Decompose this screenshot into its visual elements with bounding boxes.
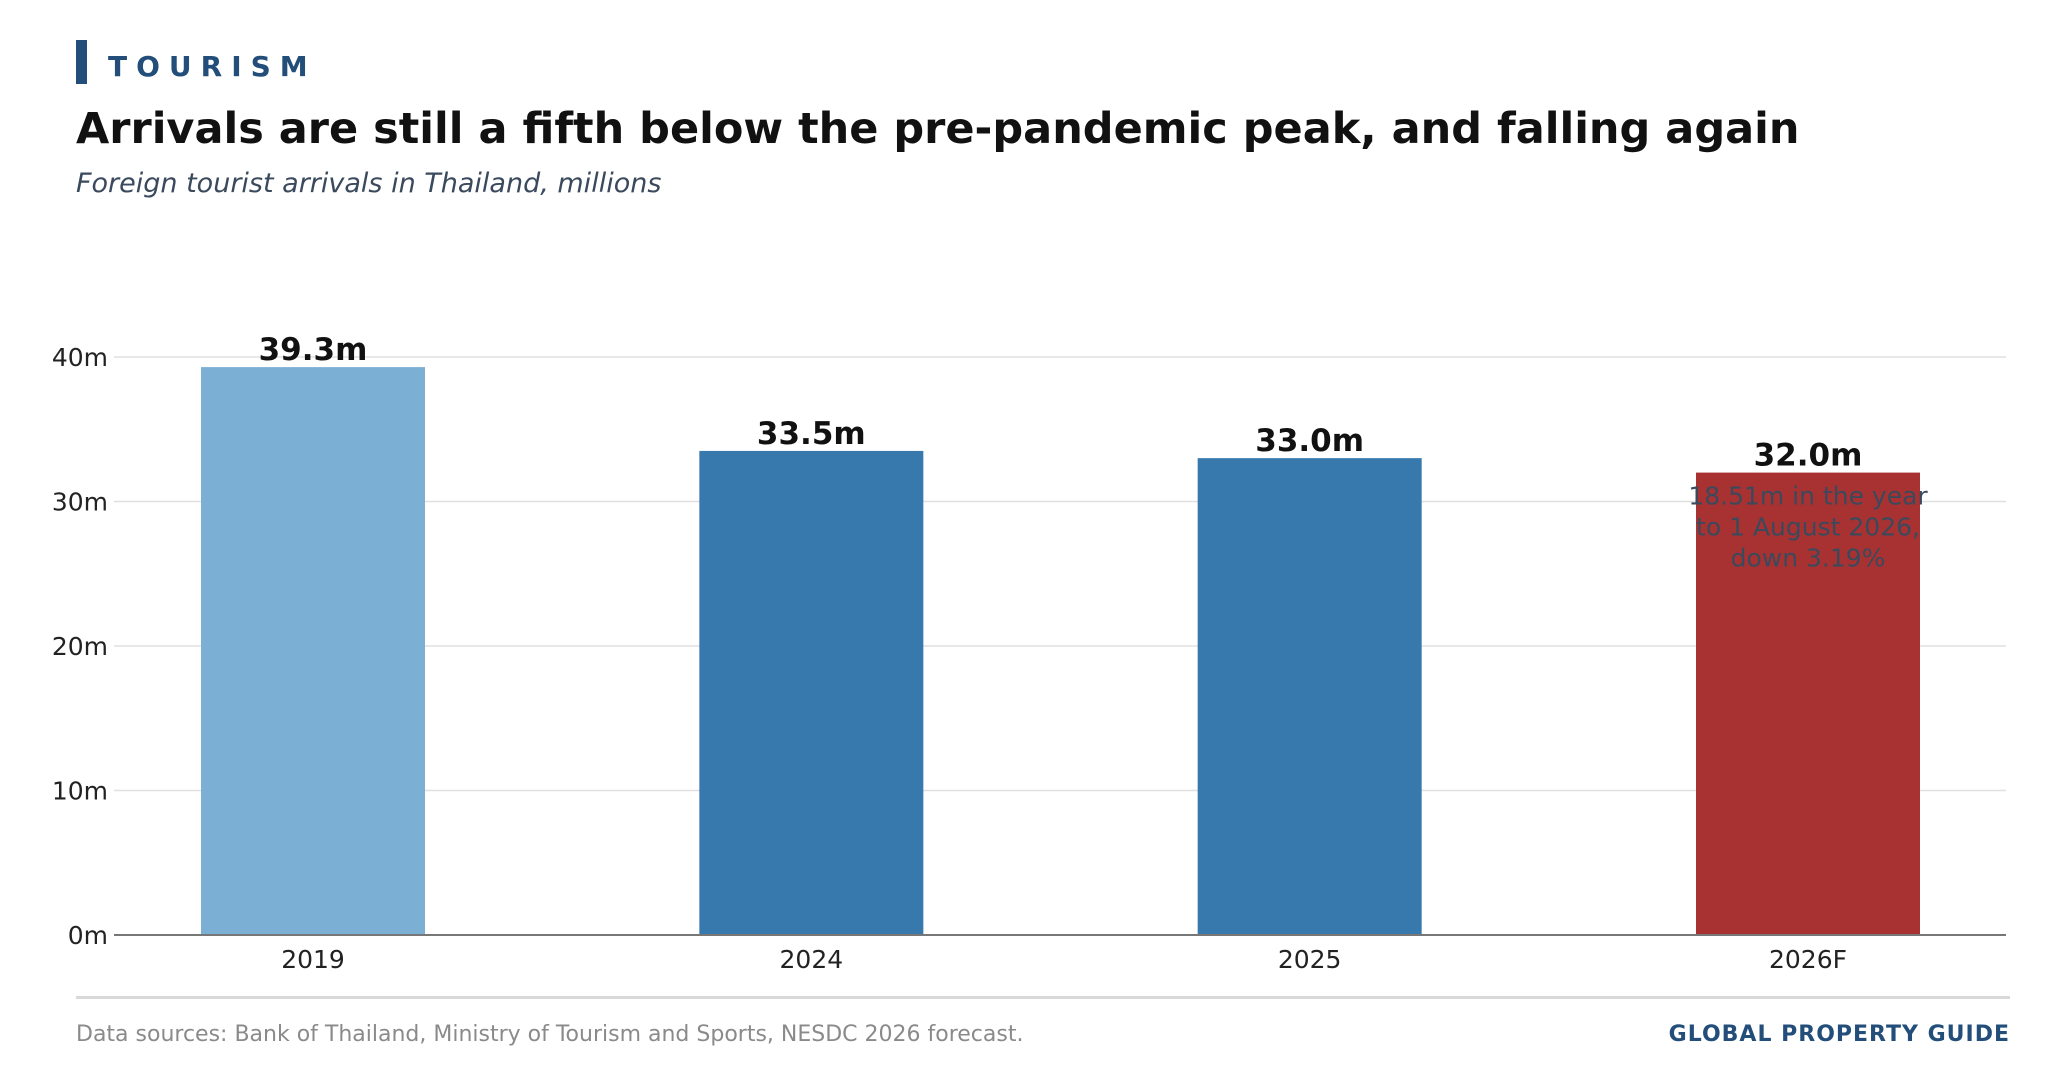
brand-logo-text: GLOBAL PROPERTY GUIDE — [1668, 1022, 2010, 1047]
bar-chart: 0m 10m 20m 30m 40m 39.3m 2019 33.5m 2024 33.0m 202… — [52, 332, 2006, 974]
annotation-line: 18.51m in the year — [1688, 482, 1928, 511]
bar-value-label: 33.0m — [1255, 423, 1364, 459]
chart-subtitle: Foreign tourist arrivals in Thailand, mi… — [76, 168, 662, 199]
footer-divider — [76, 996, 2010, 999]
y-tick-label: 40m — [52, 343, 108, 372]
x-tick-label: 2019 — [281, 945, 345, 974]
x-tick-label: 2024 — [780, 945, 844, 974]
y-tick-label: 20m — [52, 632, 108, 661]
bar-value-label: 39.3m — [259, 332, 368, 368]
x-tick-label: 2026F — [1769, 945, 1847, 974]
annotation-line: to 1 August 2026, — [1696, 513, 1920, 542]
bar — [1197, 458, 1422, 935]
bar — [699, 450, 924, 935]
bar — [201, 367, 425, 935]
section-kicker: TOURISM — [108, 50, 317, 83]
annotation-line: down 3.19% — [1731, 544, 1886, 573]
kicker-accent-bar — [76, 40, 87, 84]
chart-title: Arrivals are still a fifth below the pre… — [76, 104, 1800, 154]
bar-value-label: 32.0m — [1754, 438, 1863, 474]
y-tick-label: 10m — [52, 777, 108, 806]
data-source-note: Data sources: Bank of Thailand, Ministry… — [76, 1022, 1024, 1047]
bar — [1696, 472, 1920, 935]
x-tick-label: 2025 — [1278, 945, 1342, 974]
y-tick-label: 0m — [68, 921, 108, 950]
y-tick-label: 30m — [52, 488, 108, 517]
bar-value-label: 33.5m — [757, 416, 866, 452]
